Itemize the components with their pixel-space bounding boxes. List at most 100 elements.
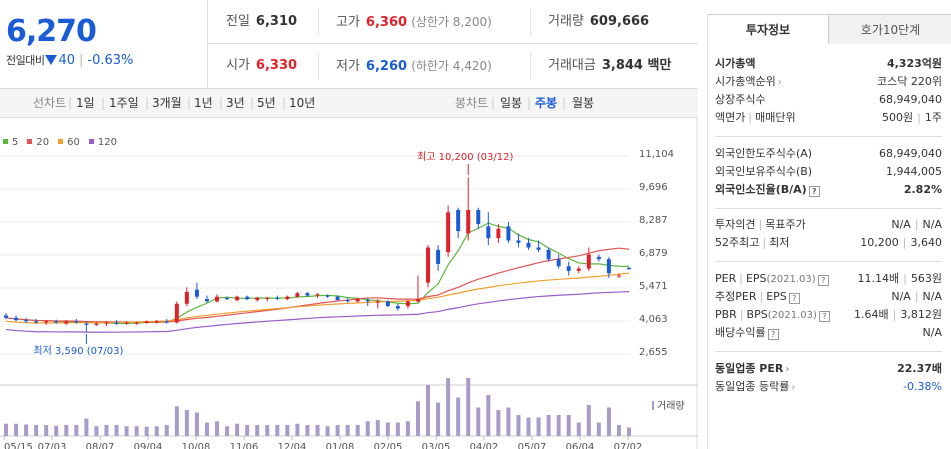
candle-body	[194, 289, 199, 297]
period-3m[interactable]: 3개월	[152, 96, 182, 110]
x-tick-label: 07/02	[614, 442, 643, 449]
candle-chart-label[interactable]: 봉차트	[455, 96, 489, 110]
candle-body	[114, 322, 119, 324]
period-5y[interactable]: 5년	[257, 96, 276, 110]
volume-bar	[184, 410, 189, 436]
candle-daily[interactable]: 일봉	[500, 96, 523, 110]
volume-bar	[265, 425, 270, 436]
help-icon[interactable]: ?	[808, 186, 820, 197]
volume-bar	[405, 421, 410, 436]
volume-bar	[506, 407, 511, 436]
candle-body	[345, 300, 350, 302]
quote-row-1: 전일 6,310 고가 6,360 (상한가 8,200) 거래량 609,666	[208, 0, 698, 44]
tab-order-book[interactable]: 호가10단계	[829, 14, 951, 44]
y-tick-label: 6,879	[639, 248, 668, 259]
volume-bar	[426, 385, 431, 436]
candle-body	[235, 296, 240, 301]
candle-body	[395, 306, 400, 309]
info-row: PBR | BPS(2021.03)? 1.64배 | 3,812원	[715, 308, 942, 322]
x-tick-label: 02/05	[374, 442, 403, 449]
period-10y[interactable]: 10년	[289, 96, 316, 110]
volume-bar	[24, 424, 29, 436]
period-1y[interactable]: 1년	[194, 96, 213, 110]
candle-body	[556, 259, 561, 267]
candle-body	[576, 268, 581, 271]
volume-bar	[194, 412, 199, 436]
help-icon[interactable]: ?	[818, 311, 830, 322]
volume-bar	[576, 422, 581, 436]
tab-investment-info[interactable]: 투자정보	[708, 14, 829, 44]
help-icon[interactable]: ?	[817, 275, 829, 286]
y-tick-label: 11,104	[639, 149, 674, 160]
volume-bar	[476, 407, 481, 436]
trade-amount: 거래대금 3,844 백만	[548, 58, 672, 73]
info-row: 외국인한도주식수(A) 68,949,040	[715, 147, 942, 160]
volume-bar	[566, 415, 571, 436]
info-row: 동일업종 등락률 › -0.38%	[715, 380, 942, 393]
volume-bar	[345, 425, 350, 436]
volume-bar	[255, 425, 260, 436]
candle-monthly[interactable]: 월봉	[572, 96, 595, 110]
candle-body	[204, 299, 209, 302]
candle-body	[295, 293, 300, 297]
volume-bar	[365, 421, 370, 436]
volume-bar	[375, 420, 380, 436]
volume-bar	[305, 425, 310, 436]
candle-body	[606, 259, 611, 274]
volume-bar	[596, 422, 601, 436]
volume-bar	[295, 423, 300, 436]
volume-bar	[134, 426, 139, 436]
period-1w[interactable]: 1주일	[109, 96, 139, 110]
volume-bar	[64, 425, 69, 436]
info-row: 52주최고 | 최저 10,200 | 3,640	[715, 236, 942, 249]
x-tick-label: 12/04	[278, 442, 307, 449]
info-row: 투자의견 | 목표주가 N/A | N/A	[715, 218, 942, 231]
ma-line-20	[5, 247, 630, 323]
candle-body	[44, 321, 49, 323]
info-row: 액면가 | 매매단위 500원 | 1주	[715, 111, 942, 124]
candle-body	[285, 296, 290, 300]
candle-body	[415, 299, 420, 302]
candle-body	[536, 247, 541, 250]
volume-bar	[556, 415, 561, 436]
help-icon[interactable]: ?	[788, 293, 800, 304]
candle-body	[245, 296, 250, 300]
candle-body	[426, 247, 431, 283]
price-chart[interactable]: 거래량 05/15 07/03 08/07 09/04 10/08 11/06 12/04 0…	[0, 118, 698, 449]
candle-body	[627, 267, 631, 270]
low-price: 저가 6,260 (하한가 4,420)	[336, 59, 492, 74]
y-tick-label: 5,471	[639, 281, 668, 292]
candle-body	[14, 317, 19, 321]
help-icon[interactable]: ?	[767, 329, 779, 340]
volume-bar	[4, 423, 8, 436]
line-chart-label[interactable]: 선차트	[33, 96, 67, 110]
x-tick-label: 01/08	[326, 442, 355, 449]
volume-bar	[355, 425, 360, 436]
ma-legend: 5 20 60 120	[3, 137, 126, 148]
change-value: 40	[58, 53, 76, 68]
x-tick-label: 03/05	[422, 442, 451, 449]
candle-body	[275, 297, 280, 300]
low-annotation: 최저 3,590 (07/03)	[33, 345, 123, 357]
volume-bar	[34, 425, 39, 436]
candle-body	[436, 249, 441, 264]
volume-bar	[325, 426, 330, 436]
volume-bar	[436, 402, 441, 436]
info-row: 외국인보유주식수(B) 1,944,005	[715, 165, 942, 178]
volume-bar	[335, 425, 340, 436]
quote-row-2: 시가 6,330 저가 6,260 (하한가 4,420) 거래대금 3,844 백만	[208, 44, 698, 88]
candle-weekly[interactable]: 주봉	[535, 96, 558, 110]
period-1d[interactable]: 1일	[76, 96, 95, 110]
volume-bar	[606, 407, 611, 436]
candle-body	[154, 321, 159, 323]
y-tick-label: 2,655	[639, 347, 668, 358]
info-row: PER | EPS(2021.03)? 11.14배 | 563원	[715, 272, 942, 286]
volume-bar	[586, 405, 591, 436]
candle-body	[335, 296, 340, 301]
period-3y[interactable]: 3년	[226, 96, 245, 110]
candle-body	[94, 323, 99, 325]
candle-body	[405, 301, 410, 307]
candle-body	[385, 301, 390, 307]
volume-label: 거래량	[657, 400, 685, 412]
investment-info-panel: 투자정보 호가10단계 시가총액 4,323억원 시가총액순위 › 코스닥 220위 상장…	[707, 14, 951, 449]
